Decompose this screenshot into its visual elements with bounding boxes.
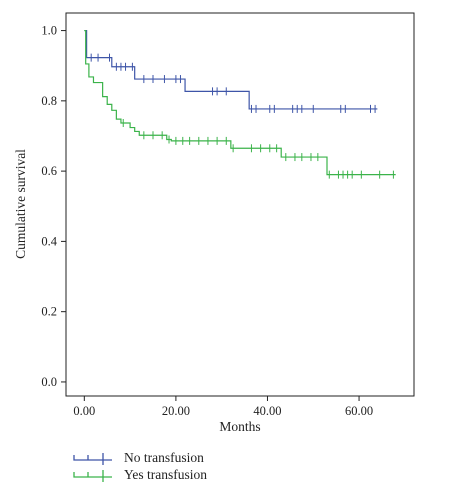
survival-curve-yes-transfusion bbox=[84, 29, 396, 176]
y-tick-label: 1.0 bbox=[41, 24, 57, 38]
x-tick-label: 20.00 bbox=[162, 404, 190, 418]
series-no-transfusion bbox=[84, 29, 378, 113]
legend-swatch-yes-transfusion bbox=[73, 469, 112, 482]
y-axis-ticks: 0.0 0.2 0.4 0.6 0.8 1.0 bbox=[41, 24, 66, 389]
y-tick-label: 0.2 bbox=[41, 305, 57, 319]
legend-label-yes-transfusion: Yes transfusion bbox=[124, 466, 208, 482]
plot-frame bbox=[65, 12, 415, 397]
survival-curve-no-transfusion bbox=[84, 29, 378, 110]
x-tick-label: 40.00 bbox=[253, 404, 281, 418]
legend-item-yes-transfusion: Yes transfusion bbox=[72, 466, 207, 483]
series-yes-transfusion bbox=[84, 29, 396, 179]
y-tick-label: 0.8 bbox=[41, 94, 57, 108]
y-tick-label: 0.4 bbox=[41, 234, 57, 248]
legend-swatch-no-transfusion bbox=[73, 452, 112, 465]
x-axis-title: Months bbox=[219, 419, 260, 434]
legend-label-no-transfusion: No transfusion bbox=[124, 449, 204, 465]
y-tick-label: 0.6 bbox=[41, 164, 57, 178]
x-axis-ticks: 0.00 20.00 40.00 60.00 bbox=[73, 396, 373, 418]
legend-item-no-transfusion: No transfusion bbox=[72, 449, 207, 466]
y-tick-label: 0.0 bbox=[41, 375, 57, 389]
legend: No transfusion Yes transfusion bbox=[72, 449, 207, 483]
series-layer bbox=[84, 29, 396, 179]
x-tick-label: 60.00 bbox=[345, 404, 373, 418]
x-tick-label: 0.00 bbox=[73, 404, 95, 418]
y-axis-title: Cumulative survival bbox=[13, 149, 28, 259]
